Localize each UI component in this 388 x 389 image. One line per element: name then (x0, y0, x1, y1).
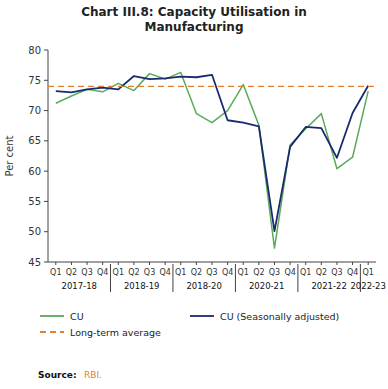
x-tick (258, 262, 259, 265)
x-tick-label: Q1 (50, 268, 61, 277)
y-tick-label: 60 (28, 166, 41, 177)
x-tick (368, 262, 369, 265)
group-separator (235, 264, 236, 292)
y-tick-label: 70 (28, 105, 41, 116)
x-tick-label: Q3 (81, 268, 92, 277)
chart: Chart III.8: Capacity Utilisation inManu… (0, 0, 388, 389)
x-tick (212, 262, 213, 265)
x-tick-label: Q2 (66, 268, 77, 277)
legend-label: Long-term average (70, 327, 161, 338)
x-tick (196, 262, 197, 265)
year-group-label: 2020-21 (249, 281, 285, 291)
legend: CU CU (Seasonally adjusted) Long-term aver… (40, 311, 339, 338)
y-axis (48, 50, 49, 262)
x-tick (336, 262, 337, 265)
y-tick (44, 171, 48, 172)
y-tick (44, 201, 48, 202)
x-tick-label: Q1 (300, 268, 311, 277)
group-separator (172, 264, 173, 292)
x-tick-label: Q2 (191, 268, 202, 277)
plot-area (48, 72, 376, 248)
group-separator (360, 264, 361, 292)
year-group-label: 2021-22 (311, 281, 347, 291)
x-tick (243, 262, 244, 265)
group-separator (110, 264, 111, 292)
title-line: Chart III.8: Capacity Utilisation in (81, 5, 307, 19)
x-tick-label: Q1 (175, 268, 186, 277)
y-tick-label: 55 (28, 196, 41, 207)
x-tick (102, 262, 103, 265)
x-tick (55, 262, 56, 265)
y-tick-label: 50 (28, 226, 41, 237)
year-group-label: 2018-20 (186, 281, 222, 291)
x-tick-label: Q2 (253, 268, 264, 277)
x-tick-label: Q2 (316, 268, 327, 277)
x-tick (149, 262, 150, 265)
y-tick-label: 45 (28, 257, 41, 268)
x-tick (133, 262, 134, 265)
x-tick (180, 262, 181, 265)
x-tick-label: Q4 (347, 268, 358, 277)
series-line (56, 75, 368, 231)
title: Chart III.8: Capacity Utilisation inManu… (81, 5, 307, 34)
y-tick (44, 80, 48, 81)
reference-line (48, 86, 376, 87)
y-tick (44, 231, 48, 232)
y-axis-label: Per cent (4, 135, 15, 176)
x-tick-label: Q3 (269, 268, 280, 277)
legend-label: CU (Seasonally adjusted) (220, 311, 339, 322)
background (0, 0, 388, 389)
y-tick (44, 262, 48, 263)
x-tick-label: Q4 (284, 268, 295, 277)
y-tick-label: 75 (28, 75, 41, 86)
x-tick-label: Q1 (113, 268, 124, 277)
x-tick (352, 262, 353, 265)
y-tick (44, 50, 48, 51)
x-tick-label: Q1 (362, 268, 373, 277)
y-tick-label: 80 (28, 45, 41, 56)
x-tick-label: Q2 (128, 268, 139, 277)
x-tick-label: Q3 (331, 268, 342, 277)
y-tick (44, 140, 48, 141)
source-label: Source: (38, 370, 77, 380)
x-tick-label: Q4 (159, 268, 170, 277)
y-tick (44, 110, 48, 111)
x-tick (227, 262, 228, 265)
x-tick (87, 262, 88, 265)
group-separator (297, 264, 298, 292)
x-tick (71, 262, 72, 265)
title-line: Manufacturing (145, 20, 244, 34)
x-tick-label: Q1 (238, 268, 249, 277)
legend-swatch (40, 331, 64, 333)
year-group-label: 2022-23 (350, 281, 386, 291)
source-text: RBI. (84, 370, 102, 380)
x-tick-label: Q4 (222, 268, 233, 277)
legend-swatch (40, 315, 64, 317)
x-tick (165, 262, 166, 265)
legend-label: CU (70, 311, 84, 322)
series-line (56, 72, 368, 248)
x-tick (274, 262, 275, 265)
x-tick-label: Q4 (97, 268, 108, 277)
x-tick (290, 262, 291, 265)
legend-swatch (190, 315, 214, 317)
x-tick-label: Q3 (206, 268, 217, 277)
y-tick-label: 65 (28, 135, 41, 146)
x-tick (118, 262, 119, 265)
x-tick (305, 262, 306, 265)
x-tick-label: Q3 (144, 268, 155, 277)
year-group-label: 2018-19 (124, 281, 160, 291)
year-group-label: 2017-18 (61, 281, 97, 291)
x-tick (321, 262, 322, 265)
